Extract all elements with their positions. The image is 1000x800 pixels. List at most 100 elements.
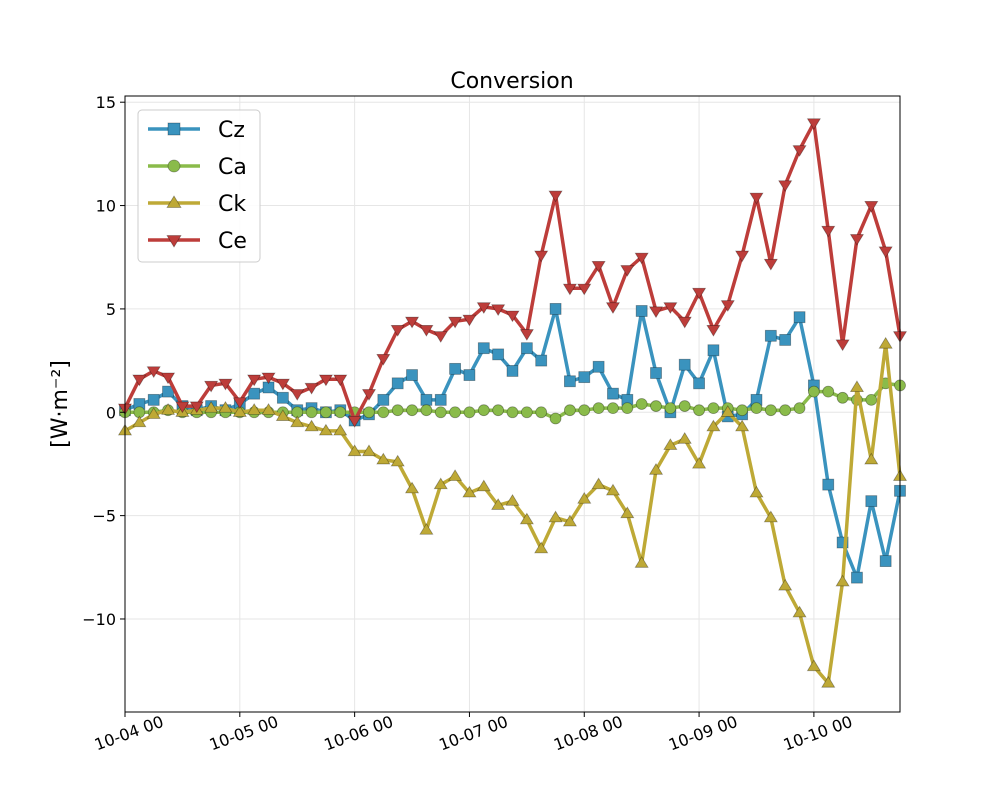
series-ce [117,118,908,428]
data-point [534,250,549,263]
data-point [577,491,592,504]
y-tick-label: 10 [96,197,116,216]
data-point [132,415,147,428]
data-point [592,402,605,415]
data-point [290,415,305,428]
data-point [391,404,404,417]
data-point [549,412,562,425]
data-point [778,180,793,193]
data-point [175,401,190,414]
data-point [879,555,892,568]
data-point [419,325,434,337]
data-point [146,407,161,419]
data-point [634,556,649,568]
data-point [476,479,491,492]
data-point [477,404,490,417]
data-point [404,316,420,329]
data-point [476,302,491,314]
plot-frame [124,95,901,713]
data-point [693,404,705,417]
legend: Cz Ca Ck Ce [137,109,261,263]
data-point [463,369,476,381]
legend-item-ck: Ck [148,192,246,217]
data-point [564,404,576,417]
series-ca [119,377,906,425]
data-point [232,405,247,417]
data-point [419,522,434,535]
data-point [851,571,863,584]
x-axis: 10-04 00 10-05 00 10-06 00 10-07 00 10-08 00… [92,712,855,754]
legend-marker [166,235,182,248]
data-point [232,397,247,410]
data-point [664,402,677,415]
data-point [434,393,447,406]
data-point [491,498,506,510]
data-point [578,371,591,384]
data-point [793,402,806,415]
series-line-ck [124,342,902,685]
data-point [391,377,404,390]
data-point [591,477,606,490]
data-point [491,304,506,317]
data-point [836,536,849,549]
data-point [720,405,735,417]
data-point [377,406,390,419]
data-point [477,342,490,355]
data-point [147,393,160,406]
data-point [535,354,548,367]
data-point [822,478,835,491]
data-point [548,510,563,523]
data-point [648,462,664,475]
data-point [275,409,290,421]
data-point [204,380,219,393]
data-point [821,675,836,688]
series-ck [117,336,908,688]
data-point [519,329,534,341]
x-tick-label: 10-09 00 [666,712,740,754]
data-point [463,406,476,419]
data-point [420,393,433,406]
data-point [835,574,850,587]
data-point [678,358,691,371]
data-point [449,406,461,419]
data-point [806,659,821,672]
x-tick-label: 10-07 00 [436,712,510,754]
data-point [792,145,807,157]
series-line-cz [124,307,902,580]
data-point [678,400,691,412]
data-point [634,252,649,265]
data-point [434,406,447,419]
data-point [620,506,635,519]
data-point [605,302,621,314]
data-point [735,250,750,263]
data-point [519,512,534,525]
data-point [564,375,576,388]
data-point [363,406,375,419]
data-point [146,366,161,379]
legend-label: Cz [218,118,245,143]
data-point [592,360,605,373]
data-point [836,391,849,404]
data-point [261,372,276,385]
data-point [276,391,289,404]
data-point [505,494,520,506]
data-point [160,372,176,385]
data-point [763,258,778,271]
data-point [534,541,549,554]
data-point [806,118,821,131]
data-point [376,452,391,465]
legend-marker [166,195,182,208]
data-point [835,339,850,352]
data-point [764,329,777,342]
data-point [750,402,763,415]
y-tick-label: 15 [96,93,116,112]
data-point [778,578,793,591]
data-point [663,438,678,450]
chart-title: Conversion [450,69,573,94]
data-point [607,387,619,400]
legend-item-ce: Ce [148,229,247,254]
data-point [849,234,865,246]
x-tick-label: 10-05 00 [207,712,281,754]
data-point [706,325,721,337]
